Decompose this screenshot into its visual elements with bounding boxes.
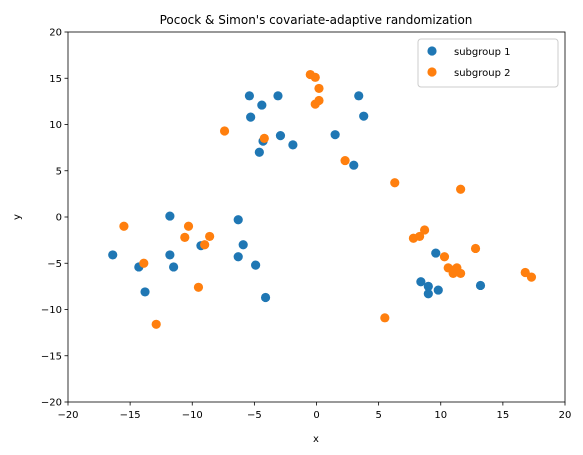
point-series-1-16: [273, 91, 282, 100]
point-series-1-6: [169, 262, 178, 271]
x-tick-label-3: −10: [182, 410, 203, 421]
point-series-2-17: [380, 313, 389, 322]
point-series-2-6: [194, 283, 203, 292]
point-series-2-14: [314, 96, 323, 105]
y-tick-label-9: 20: [49, 28, 62, 39]
y-tick-label-2: −15: [41, 351, 62, 362]
point-series-2-12: [311, 73, 320, 82]
point-series-1-19: [255, 148, 264, 157]
x-tick-label-7: 10: [434, 410, 447, 421]
point-series-2-5: [184, 222, 193, 231]
point-series-2-31: [527, 273, 536, 282]
point-series-1-20: [288, 140, 297, 149]
point-series-1-24: [359, 112, 368, 121]
point-series-2-22: [440, 252, 449, 261]
point-series-2-15: [314, 84, 323, 93]
y-axis-label: y: [12, 214, 23, 220]
point-series-2-8: [205, 232, 214, 241]
point-series-2-28: [456, 185, 465, 194]
point-series-1-22: [349, 161, 358, 170]
point-series-1-30: [476, 281, 485, 290]
y-tick-label-5: 0: [56, 213, 62, 224]
point-series-1-28: [431, 248, 440, 257]
chart-title: Pocock & Simon's covariate-adaptive rand…: [160, 13, 473, 27]
point-series-2-18: [390, 178, 399, 187]
y-tick-label-4: −5: [47, 259, 62, 270]
x-tick-label-6: 5: [375, 410, 381, 421]
point-series-2-21: [420, 225, 429, 234]
point-series-1-5: [165, 250, 174, 259]
legend: subgroup 1 subgroup 2: [418, 39, 558, 87]
point-series-2-29: [471, 244, 480, 253]
point-series-1-21: [331, 130, 340, 139]
point-series-1-9: [234, 252, 243, 261]
legend-marker-1: [427, 46, 436, 55]
point-series-1-4: [165, 211, 174, 220]
x-tick-label-2: −15: [120, 410, 141, 421]
point-series-1-29: [434, 285, 443, 294]
legend-marker-2: [427, 67, 436, 76]
y-tick-label-3: −10: [41, 305, 62, 316]
y-tick-label-1: −20: [41, 398, 62, 409]
point-series-1-1: [108, 250, 117, 259]
y-tick-label-7: 10: [49, 120, 62, 131]
point-series-1-15: [257, 100, 266, 109]
point-series-1-17: [276, 131, 285, 140]
legend-label-2: subgroup 2: [454, 68, 510, 79]
x-axis-label: x: [313, 434, 319, 445]
point-series-1-14: [246, 113, 255, 122]
point-series-1-10: [239, 240, 248, 249]
point-series-2-2: [139, 259, 148, 268]
point-series-2-27: [456, 269, 465, 278]
x-tick-label-5: 0: [313, 410, 319, 421]
point-series-2-10: [260, 134, 269, 143]
x-tick-label-1: −20: [57, 410, 78, 421]
x-tick-label-9: 20: [559, 410, 572, 421]
point-series-2-1: [119, 222, 128, 231]
point-series-1-8: [234, 215, 243, 224]
point-series-2-9: [220, 126, 229, 135]
x-tick-label-8: 15: [497, 410, 510, 421]
y-tick-label-6: 5: [56, 166, 62, 177]
point-series-1-27: [424, 289, 433, 298]
point-series-2-3: [152, 320, 161, 329]
point-series-2-7: [200, 240, 209, 249]
point-series-2-16: [340, 156, 349, 165]
point-series-2-4: [180, 233, 189, 242]
y-tick-label-8: 15: [49, 74, 62, 85]
point-series-1-12: [261, 293, 270, 302]
point-series-1-23: [354, 91, 363, 100]
point-series-1-13: [245, 91, 254, 100]
x-tick-label-4: −5: [247, 410, 262, 421]
legend-label-1: subgroup 1: [454, 47, 510, 58]
point-series-1-11: [251, 261, 260, 270]
point-series-1-3: [140, 287, 149, 296]
